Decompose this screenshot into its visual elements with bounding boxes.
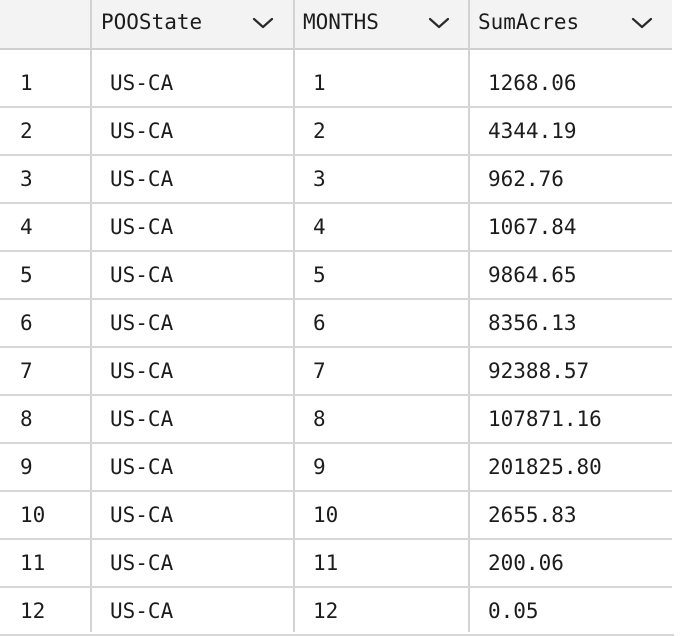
cell-months[interactable]: 8 [313, 407, 326, 431]
cell-months[interactable]: 6 [313, 311, 326, 335]
cell-poostate[interactable]: US-CA [110, 167, 174, 191]
cell-poostate[interactable]: US-CA [110, 119, 174, 143]
cell-sumacres[interactable]: 962.76 [488, 167, 564, 191]
table-row[interactable]: 2 US-CA 2 4344.19 [0, 108, 674, 156]
table-row[interactable]: 7 US-CA 7 92388.57 [0, 348, 674, 396]
cell-months[interactable]: 7 [313, 359, 326, 383]
cell-poostate[interactable]: US-CA [110, 263, 174, 287]
cell-poostate[interactable]: US-CA [110, 455, 174, 479]
row-index: 2 [20, 119, 33, 143]
cell-months[interactable]: 12 [313, 599, 339, 623]
row-index: 6 [20, 311, 33, 335]
row-index: 12 [20, 599, 46, 623]
cell-sumacres[interactable]: 1268.06 [488, 71, 577, 95]
cell-poostate[interactable]: US-CA [110, 71, 174, 95]
column-header-sumacres[interactable]: SumAcres [469, 0, 674, 48]
column-divider[interactable] [90, 0, 92, 632]
row-index-header [0, 0, 92, 48]
cell-sumacres[interactable]: 2655.83 [488, 503, 577, 527]
row-index: 7 [20, 359, 33, 383]
chevron-down-icon[interactable] [252, 17, 274, 29]
row-index: 1 [20, 71, 33, 95]
row-index: 3 [20, 167, 33, 191]
cell-poostate[interactable]: US-CA [110, 599, 174, 623]
cell-poostate[interactable]: US-CA [110, 215, 174, 239]
cell-months[interactable]: 2 [313, 119, 326, 143]
chevron-down-icon[interactable] [428, 17, 450, 29]
column-header-label: POOState [101, 10, 203, 34]
chevron-down-icon[interactable] [631, 17, 653, 29]
table-row[interactable]: 12 US-CA 12 0.05 [0, 588, 674, 636]
table-row[interactable]: 4 US-CA 4 1067.84 [0, 204, 674, 252]
table-row[interactable]: 10 US-CA 10 2655.83 [0, 492, 674, 540]
grid-header: POOState MONTHS SumAcres [0, 0, 674, 50]
row-index: 4 [20, 215, 33, 239]
cell-months[interactable]: 3 [313, 167, 326, 191]
row-index: 10 [20, 503, 46, 527]
column-header-poostate[interactable]: POOState [92, 0, 294, 48]
cell-months[interactable]: 5 [313, 263, 326, 287]
grid-edge [672, 0, 682, 632]
cell-months[interactable]: 4 [313, 215, 326, 239]
row-index: 11 [20, 551, 46, 575]
row-index: 5 [20, 263, 33, 287]
column-header-label: MONTHS [303, 10, 379, 34]
cell-sumacres[interactable]: 201825.80 [488, 455, 602, 479]
cell-sumacres[interactable]: 8356.13 [488, 311, 577, 335]
cell-months[interactable]: 10 [313, 503, 339, 527]
cell-sumacres[interactable]: 92388.57 [488, 359, 590, 383]
cell-sumacres[interactable]: 107871.16 [488, 407, 602, 431]
cell-poostate[interactable]: US-CA [110, 311, 174, 335]
table-row[interactable]: 5 US-CA 5 9864.65 [0, 252, 674, 300]
row-index: 9 [20, 455, 33, 479]
table-row[interactable]: 9 US-CA 9 201825.80 [0, 444, 674, 492]
cell-sumacres[interactable]: 200.06 [488, 551, 564, 575]
cell-poostate[interactable]: US-CA [110, 359, 174, 383]
cell-sumacres[interactable]: 0.05 [488, 599, 539, 623]
row-index: 8 [20, 407, 33, 431]
column-divider[interactable] [293, 0, 295, 632]
table-row[interactable]: 3 US-CA 3 962.76 [0, 156, 674, 204]
cell-sumacres[interactable]: 1067.84 [488, 215, 577, 239]
cell-poostate[interactable]: US-CA [110, 407, 174, 431]
cell-months[interactable]: 11 [313, 551, 339, 575]
table-row[interactable]: 6 US-CA 6 8356.13 [0, 300, 674, 348]
cell-months[interactable]: 9 [313, 455, 326, 479]
cell-sumacres[interactable]: 9864.65 [488, 263, 577, 287]
table-row[interactable]: 11 US-CA 11 200.06 [0, 540, 674, 588]
cell-poostate[interactable]: US-CA [110, 503, 174, 527]
column-header-months[interactable]: MONTHS [294, 0, 469, 48]
column-header-label: SumAcres [478, 10, 580, 34]
table-row[interactable]: 1 US-CA 1 1268.06 [0, 60, 674, 108]
table-row[interactable]: 8 US-CA 8 107871.16 [0, 396, 674, 444]
cell-months[interactable]: 1 [313, 71, 326, 95]
column-divider[interactable] [468, 0, 470, 632]
cell-sumacres[interactable]: 4344.19 [488, 119, 577, 143]
cell-poostate[interactable]: US-CA [110, 551, 174, 575]
